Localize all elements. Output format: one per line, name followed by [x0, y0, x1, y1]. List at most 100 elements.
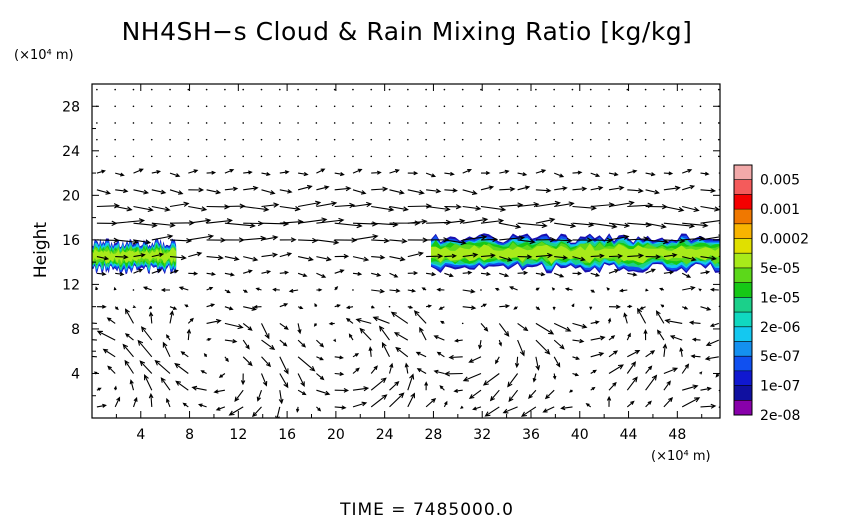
colorbar-swatch [734, 238, 752, 254]
wind-vector [535, 169, 547, 174]
x-tick-label: 16 [278, 427, 296, 443]
wind-vector [682, 205, 700, 213]
wind-vector [242, 155, 245, 158]
wind-vector [393, 332, 409, 341]
wind-vector [436, 351, 445, 358]
wind-vector [224, 272, 235, 277]
wind-vector [535, 252, 554, 259]
wind-vector [498, 88, 501, 91]
wind-vector [169, 306, 178, 310]
wind-vector [699, 88, 702, 91]
wind-vector [144, 374, 153, 391]
y-tick-label: 12 [62, 277, 80, 293]
wind-vector [279, 373, 289, 389]
wind-vector [517, 270, 529, 275]
wind-vector [439, 385, 445, 391]
wind-vector [663, 380, 671, 391]
wind-vector [618, 288, 628, 293]
wind-vector [608, 155, 610, 158]
wind-vector [608, 364, 624, 374]
wind-vector [407, 392, 415, 408]
wind-vector [682, 285, 696, 291]
wind-vector [389, 392, 405, 408]
wind-vector [608, 234, 630, 241]
wind-vector [498, 122, 501, 124]
wind-vector [297, 373, 305, 388]
wind-vector [151, 252, 165, 258]
wind-vector [514, 356, 520, 369]
wind-vector [169, 310, 175, 324]
wind-vector [242, 105, 245, 108]
colorbar-label: 1e-05 [760, 290, 800, 306]
x-tick-label: 40 [571, 427, 589, 443]
wind-vector [699, 371, 703, 375]
wind-vector [444, 204, 462, 210]
wind-vector [645, 374, 658, 391]
wind-vector [655, 310, 665, 324]
wind-vector [345, 317, 354, 324]
wind-vector [509, 286, 518, 291]
wind-vector [535, 122, 537, 124]
wind-vector [717, 138, 720, 141]
wind-vector [552, 373, 557, 380]
wind-vector [242, 289, 248, 293]
wind-vector [316, 239, 340, 245]
wind-vector [132, 138, 135, 141]
wind-vector [495, 356, 500, 365]
wind-vector [352, 105, 354, 108]
wind-vector [206, 286, 214, 291]
wind-vector [663, 270, 675, 275]
wind-vector [370, 105, 373, 108]
wind-vector [242, 122, 245, 124]
wind-vector [608, 172, 619, 177]
wind-vector [626, 376, 638, 391]
wind-vector [700, 255, 717, 261]
wind-vector [482, 373, 500, 386]
wind-vector [352, 189, 367, 195]
wind-vector [407, 122, 409, 124]
wind-vector [224, 88, 226, 91]
wind-vector [433, 335, 445, 341]
wind-vector [627, 169, 638, 174]
wind-vector [355, 318, 372, 324]
wind-vector [352, 234, 379, 241]
wind-vector [279, 303, 289, 308]
wind-vector [182, 402, 189, 408]
wind-vector [370, 88, 373, 91]
wind-vector [242, 138, 245, 141]
wind-vector [313, 323, 318, 327]
wind-vector [388, 122, 391, 124]
wind-vector [389, 205, 409, 212]
wind-vector [407, 155, 409, 158]
wind-vector [224, 237, 245, 243]
wind-vector [297, 88, 299, 91]
wind-vector [554, 201, 575, 208]
wind-vector [462, 217, 489, 224]
wind-vector [260, 105, 263, 108]
wind-vector [206, 337, 212, 342]
wind-vector [148, 392, 154, 407]
wind-vector [261, 339, 276, 351]
wind-vector [187, 155, 190, 158]
wind-vector [480, 171, 491, 175]
wind-vector [644, 122, 647, 124]
wind-vector [96, 189, 112, 195]
wind-vector [142, 286, 152, 291]
wind-vector [606, 287, 610, 291]
wind-vector [590, 272, 600, 277]
wind-vector [535, 188, 552, 194]
wind-vector [645, 350, 656, 358]
wind-vector [316, 256, 332, 262]
wind-vector [224, 322, 244, 330]
wind-vector [626, 122, 629, 124]
wind-vector [425, 122, 427, 124]
wind-vector [608, 200, 635, 208]
wind-vector [663, 155, 665, 158]
wind-vector [560, 405, 573, 411]
wind-vector [333, 88, 336, 91]
wind-vector [554, 237, 573, 244]
wind-vector [187, 138, 190, 141]
wind-vector [480, 253, 496, 259]
wind-vector [535, 272, 546, 277]
wind-vector [316, 356, 324, 361]
